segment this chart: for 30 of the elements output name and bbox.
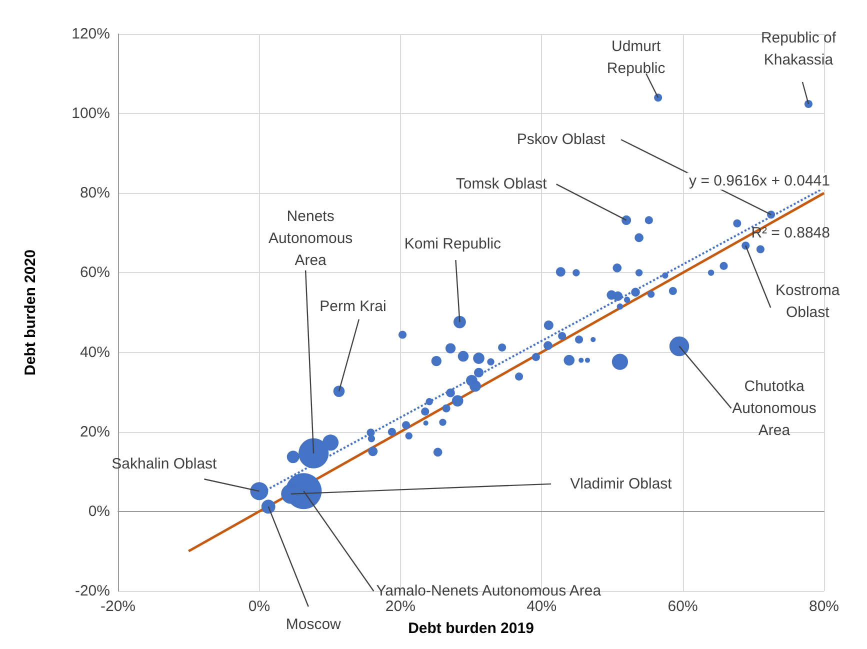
- annotation: Sakhalin Oblast: [112, 456, 218, 473]
- x-tick-label: 80%: [808, 598, 840, 615]
- y-tick-label: 60%: [80, 264, 110, 282]
- x-tick-label: 20%: [385, 598, 416, 615]
- annotation: Udmurt Republic: [606, 38, 666, 78]
- y-tick-label: 40%: [80, 344, 110, 361]
- annotation: Moscow: [286, 616, 342, 634]
- annotation: Yamalo-Nenets Autonomous Area: [376, 582, 602, 600]
- x-axis-title: Debt burden 2019: [408, 620, 534, 637]
- annotation: Komi Republic: [404, 236, 502, 253]
- y-tick-label: 20%: [80, 423, 110, 440]
- annotation: Pskov Oblast: [516, 131, 606, 148]
- y-tick-label: 80%: [80, 184, 110, 202]
- x-tick-label: -20%: [100, 598, 136, 615]
- y-tick-label: 0%: [88, 502, 110, 520]
- annotation: Nenets Autonomous Area: [268, 208, 353, 269]
- annotation: Kostroma Oblast: [776, 282, 840, 322]
- x-tick-label: 60%: [668, 598, 698, 615]
- annotation: Republic of Khakassia: [760, 30, 837, 69]
- annotation: y = 0.9616x + 0.0441: [689, 172, 830, 190]
- annotation: Vladimir Oblast: [570, 475, 673, 492]
- x-tick-label: 0%: [248, 598, 270, 615]
- annotation: Chutotka Autonomous Area: [732, 378, 816, 439]
- y-axis-title: Debt burden 2020: [22, 250, 39, 376]
- annotation: Tomsk Oblast: [456, 176, 548, 193]
- y-tick-label: -20%: [74, 582, 110, 600]
- annotation: Perm Krai: [320, 298, 386, 315]
- y-tick-label: 100%: [72, 105, 110, 122]
- x-tick-label: 40%: [526, 598, 557, 615]
- y-tick-label: 120%: [72, 26, 110, 42]
